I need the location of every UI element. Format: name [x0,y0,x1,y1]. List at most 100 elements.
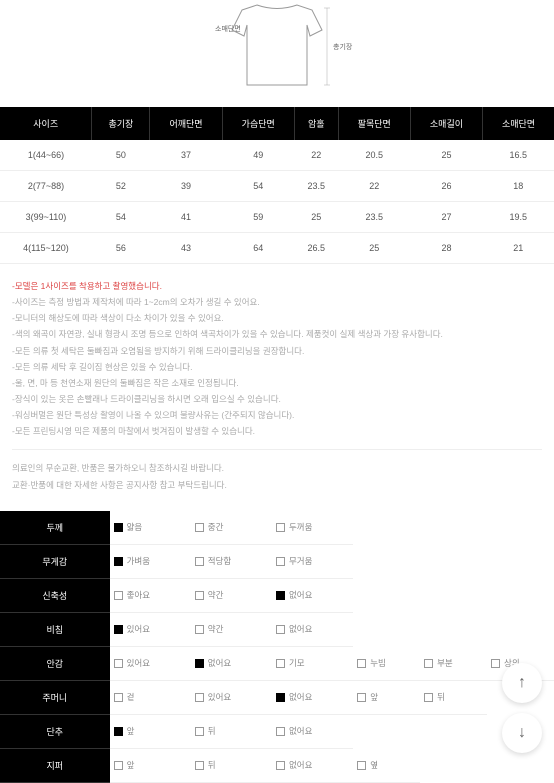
size-cell: 16.5 [483,140,554,171]
size-cell: 25 [294,202,338,233]
attr-option: 가벼움 [110,544,191,578]
size-row: 3(99~110)5441592523.52719.5 [0,202,554,233]
notice-line: -사이즈는 측정 방법과 제작처에 따라 1~2cm의 오차가 생길 수 있어요… [12,294,542,310]
checkbox-icon [195,693,204,702]
size-cell: 18 [483,171,554,202]
notice-line: -모든 의류 첫 세탁은 둘빠짐과 오염됨을 방지하기 위해 드라이클리닝을 권… [12,343,542,359]
checkbox-icon [114,659,123,668]
attr-label: 지퍼 [0,748,110,782]
size-cell: 64 [222,233,294,264]
size-header: 사이즈 [0,107,92,140]
size-cell: 54 [92,202,150,233]
checkbox-icon [114,693,123,702]
notice-footer-line: 의료인의 무순교환, 반품은 물가하오니 참조하시길 바랍니다. [12,460,542,476]
checkbox-icon [424,659,433,668]
size-cell: 4(115~120) [0,233,92,264]
checkbox-icon [424,693,433,702]
size-cell: 2(77~88) [0,171,92,202]
attr-option: 뒤 [191,714,272,748]
size-table: 사이즈총기장어깨단면가슴단면암홀팔목단면소매길이소매단면 1(44~66)503… [0,107,554,264]
checkbox-icon [276,591,285,600]
attr-option: 부분 [420,646,487,680]
size-cell: 52 [92,171,150,202]
attr-row: 두께얇음중간두꺼움 [0,511,554,545]
scroll-down-button[interactable]: ↓ [502,713,542,753]
size-header: 소매길이 [410,107,482,140]
attr-option: 기모 [272,646,353,680]
notice-footer-line: 교환·반품에 대한 자세한 사항은 공지사항 참고 부탁드립니다. [12,477,542,493]
shirt-outline-icon [202,0,352,90]
checkbox-icon [276,761,285,770]
size-cell: 54 [222,171,294,202]
notice-line: -모든 의류 세탁 후 길이짐 현상은 있을 수 있습니다. [12,359,542,375]
checkbox-icon [491,659,500,668]
size-row: 4(115~120)56436426.5252821 [0,233,554,264]
attr-option: 있어요 [110,612,191,646]
attr-option: 없어요 [272,680,353,714]
size-cell: 21 [483,233,554,264]
notice-line: -장식이 있는 옷은 손빨래나 드라이클리닝을 하시면 오래 입으실 수 있습니… [12,391,542,407]
checkbox-icon [114,625,123,634]
checkbox-icon [276,625,285,634]
size-cell: 56 [92,233,150,264]
size-row: 2(77~88)52395423.5222618 [0,171,554,202]
attr-label: 무게감 [0,544,110,578]
label-length: 총기장 [333,42,352,52]
attr-option: 앞 [353,680,420,714]
size-cell: 41 [150,202,222,233]
attr-row: 주머니겉있어요없어요앞뒤 [0,680,554,714]
checkbox-icon [276,523,285,532]
checkbox-icon [276,727,285,736]
attr-label: 신축성 [0,578,110,612]
attr-row: 단추앞뒤없어요 [0,714,554,748]
checkbox-icon [195,727,204,736]
checkbox-icon [195,761,204,770]
checkbox-icon [195,625,204,634]
size-cell: 26.5 [294,233,338,264]
attr-label: 안감 [0,646,110,680]
attr-row: 무게감가벼움적당함무거움 [0,544,554,578]
size-cell: 23.5 [294,171,338,202]
checkbox-icon [357,761,366,770]
attr-option: 중간 [191,511,272,545]
size-cell: 22 [294,140,338,171]
attr-row: 지퍼앞뒤없어요옆 [0,748,554,782]
size-cell: 39 [150,171,222,202]
size-cell: 20.5 [338,140,410,171]
notice-line: -워싱버멀은 원단 특성상 촬영이 나올 수 있으며 불량사유는 (간주되지 않… [12,407,542,423]
divider [12,449,542,450]
checkbox-icon [276,659,285,668]
attr-option: 뒤 [191,748,272,782]
size-cell: 59 [222,202,294,233]
attr-option: 뒤 [420,680,487,714]
checkbox-icon [276,557,285,566]
checkbox-icon [195,659,204,668]
size-cell: 50 [92,140,150,171]
attr-label: 두께 [0,511,110,545]
attr-label: 단추 [0,714,110,748]
label-shoulder: 소매단면 [215,24,241,34]
size-cell: 1(44~66) [0,140,92,171]
size-cell: 37 [150,140,222,171]
size-cell: 26 [410,171,482,202]
attr-option: 없어요 [272,714,353,748]
attr-option: 두꺼움 [272,511,353,545]
size-header: 팔목단면 [338,107,410,140]
size-cell: 23.5 [338,202,410,233]
notice-line: -색의 왜곡이 자연광, 실내 형광시 조명 등으로 인하여 색곡차이가 있을 … [12,326,542,342]
notice-line: -모니터의 해상도에 따라 색상이 다소 차이가 있을 수 있어요. [12,310,542,326]
attr-option: 누빔 [353,646,420,680]
size-cell: 25 [338,233,410,264]
attr-row: 안감있어요없어요기모누빔부분상의 [0,646,554,680]
checkbox-icon [357,659,366,668]
scroll-up-button[interactable]: ↑ [502,663,542,703]
size-cell: 27 [410,202,482,233]
notice-highlight: -모델은 1사이즈를 착용하고 촬영했습니다. [12,278,542,294]
size-cell: 19.5 [483,202,554,233]
checkbox-icon [195,591,204,600]
size-cell: 22 [338,171,410,202]
checkbox-icon [195,557,204,566]
size-header: 가슴단면 [222,107,294,140]
checkbox-icon [114,591,123,600]
checkbox-icon [114,557,123,566]
